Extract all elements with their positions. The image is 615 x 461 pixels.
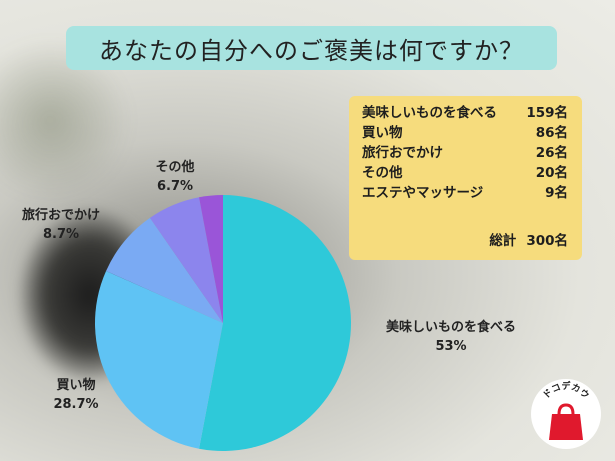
slice-label-percent: 53% — [435, 339, 467, 354]
slice-label-shopping: 買い物 28.7% — [36, 376, 116, 414]
chart-title: あなたの自分へのご褒美は何ですか？ — [66, 26, 557, 70]
slice-label-percent: 8.7% — [42, 227, 80, 242]
legend-name: その他 — [362, 165, 403, 181]
legend-row: 旅行おでかけ 26名 — [362, 144, 568, 162]
legend-box: 美味しいものを食べる 159名 買い物 86名 旅行おでかけ 26名 その他 2… — [349, 96, 582, 260]
slice-label-other: その他 6.7% — [140, 158, 210, 196]
slice-label-percent: 6.7% — [156, 179, 194, 194]
pie-slice-2 — [95, 270, 223, 449]
legend-row: その他 20名 — [362, 164, 568, 182]
legend-total: 総計 300名 — [479, 232, 568, 250]
slice-label-name: 買い物 — [56, 378, 96, 393]
pie-slice-4 — [149, 197, 223, 323]
legend-value: 159名 — [526, 105, 568, 121]
dokodekau-logo: ドコデカウ — [531, 379, 601, 449]
shopping-bag-icon — [549, 414, 583, 440]
total-value: 300名 — [526, 233, 568, 249]
legend-value: 9名 — [545, 185, 568, 201]
slice-label-percent: 28.7% — [53, 397, 99, 412]
slice-label-name: 旅行おでかけ — [21, 208, 100, 223]
legend-name: エステやマッサージ — [362, 185, 484, 201]
legend-name: 美味しいものを食べる — [362, 105, 497, 121]
pie-slice-1 — [199, 195, 352, 451]
slice-label-name: 美味しいものを食べる — [385, 320, 516, 335]
legend-value: 26名 — [535, 145, 568, 161]
slice-label-food: 美味しいものを食べる 53% — [356, 318, 546, 356]
legend-name: 旅行おでかけ — [362, 145, 443, 161]
total-label: 総計 — [489, 233, 517, 249]
pie-slice-3 — [106, 217, 223, 323]
bag-handle-icon — [557, 403, 575, 415]
legend-value: 20名 — [535, 165, 568, 181]
slice-label-name: その他 — [155, 160, 195, 175]
slice-label-travel: 旅行おでかけ 8.7% — [6, 206, 116, 244]
legend-row: 美味しいものを食べる 159名 — [362, 104, 568, 122]
legend-row: 買い物 86名 — [362, 124, 568, 142]
pie-slice-5 — [199, 195, 223, 323]
legend-value: 86名 — [535, 125, 568, 141]
legend-name: 買い物 — [362, 125, 403, 141]
logo-text: ドコデカウ — [541, 380, 591, 401]
legend-row: エステやマッサージ 9名 — [362, 184, 568, 202]
